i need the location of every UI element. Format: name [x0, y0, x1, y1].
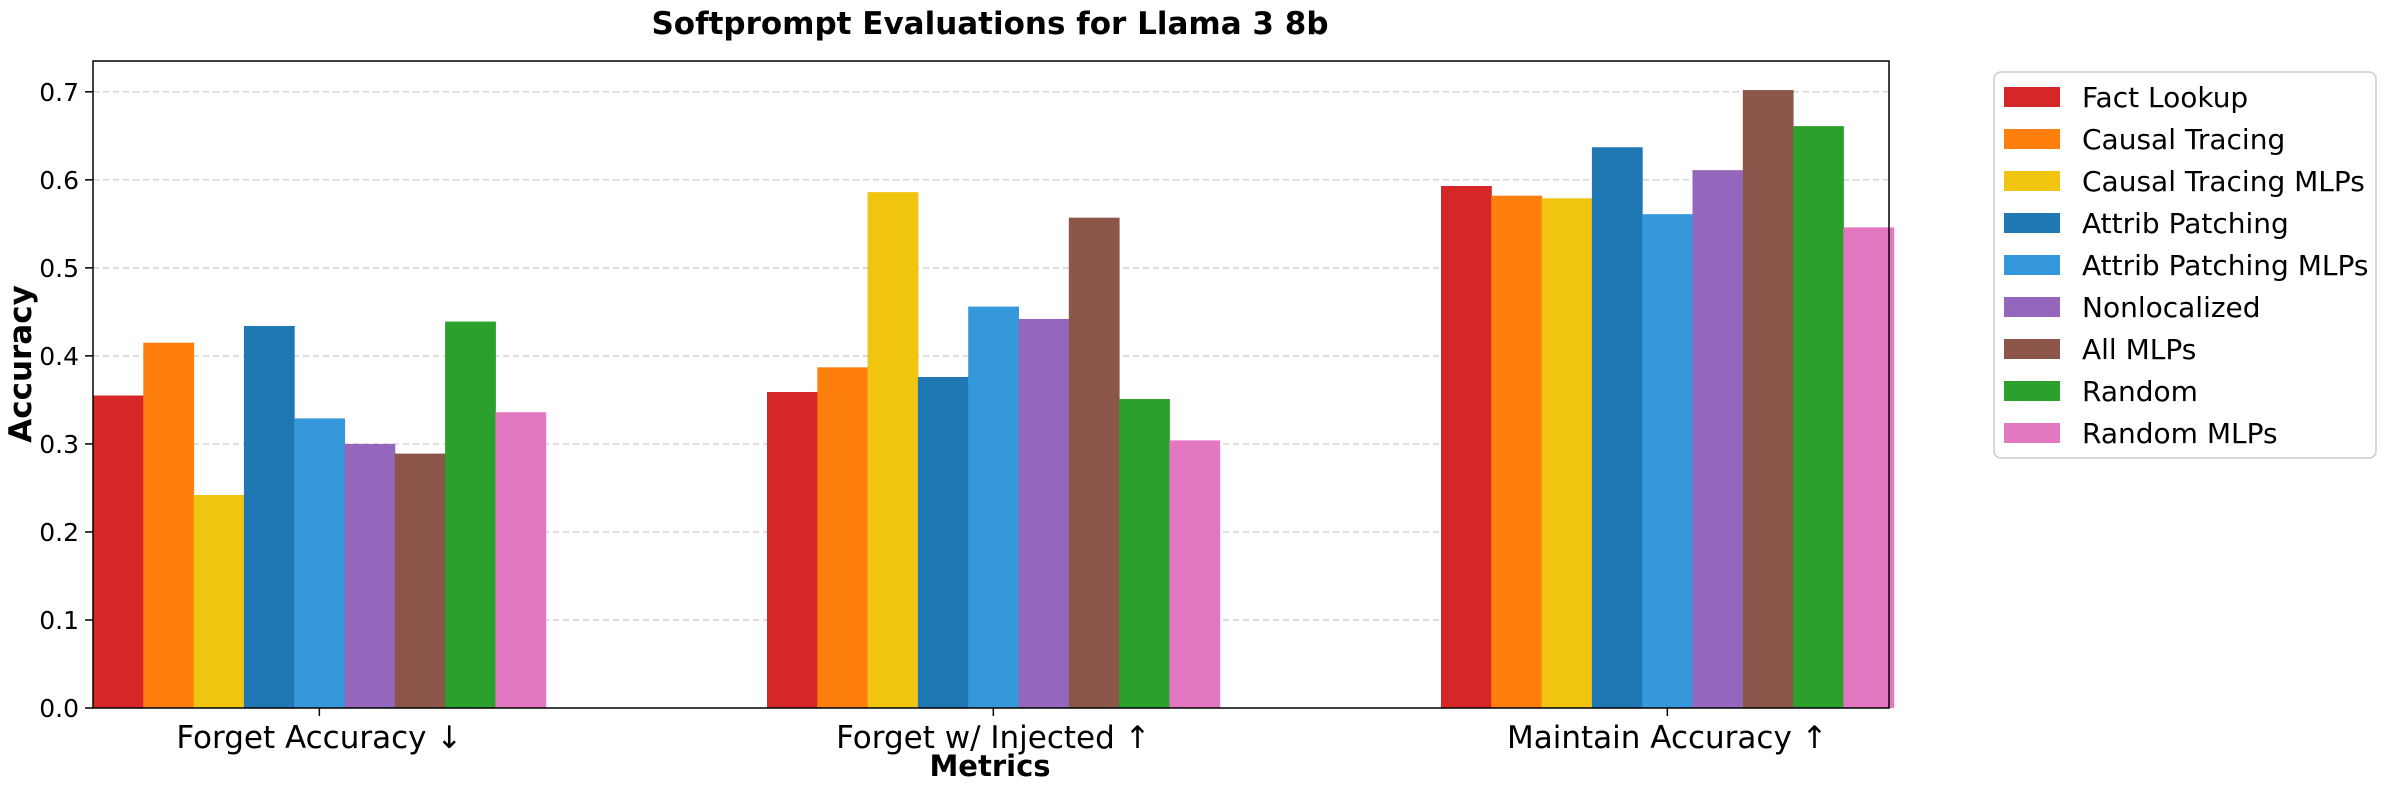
- y-tick-label: 0.4: [39, 342, 79, 371]
- legend-box: [1993, 71, 2377, 459]
- y-tick-label: 0.7: [39, 78, 79, 107]
- bar: [344, 443, 396, 708]
- legend-swatch: [2004, 423, 2060, 443]
- legend-swatch: [2004, 297, 2060, 317]
- bar: [1793, 126, 1844, 708]
- legend-label: Causal Tracing: [2082, 123, 2285, 156]
- legend-label: All MLPs: [2082, 333, 2196, 366]
- x-axis-ticks: Forget Accuracy ↓ Forget w/ Injected ↑ Mai…: [176, 708, 1828, 756]
- x-tick-label: Maintain Accuracy ↑: [1507, 720, 1828, 756]
- legend-swatch: [2004, 129, 2060, 149]
- legend-label: Random MLPs: [2082, 417, 2278, 450]
- legend-label: Attrib Patching MLPs: [2082, 249, 2368, 282]
- y-axis-label: Accuracy: [3, 285, 39, 443]
- bar: [1742, 90, 1794, 709]
- bar: [1541, 198, 1593, 708]
- legend-swatch: [2004, 87, 2060, 107]
- x-tick-label: Forget Accuracy ↓: [176, 720, 462, 756]
- bar: [143, 342, 195, 708]
- bar: [243, 325, 295, 708]
- legend-label: Nonlocalized: [2082, 291, 2261, 324]
- bar: [1692, 170, 1744, 708]
- y-tick-label: 0.2: [39, 518, 79, 547]
- bar: [1843, 227, 1895, 708]
- bar: [93, 395, 144, 708]
- bar: [767, 391, 818, 708]
- legend-swatch: [2004, 171, 2060, 191]
- bar: [968, 306, 1019, 708]
- bar: [193, 494, 245, 708]
- bar: [495, 412, 547, 708]
- bar: [1119, 399, 1170, 708]
- y-tick-label: 0.1: [39, 606, 79, 635]
- bar: [1068, 217, 1120, 709]
- x-tick-label: Forget w/ Injected ↑: [836, 720, 1151, 756]
- y-tick-label: 0.3: [39, 430, 79, 459]
- legend-swatch: [2004, 255, 2060, 275]
- bar: [1441, 185, 1492, 708]
- bar: [294, 418, 345, 708]
- legend-swatch: [2004, 213, 2060, 233]
- bar: [1169, 440, 1221, 708]
- bar: [817, 367, 869, 708]
- x-axis-label: Metrics: [929, 749, 1050, 783]
- bar: [867, 192, 919, 709]
- bar: [394, 453, 446, 708]
- legend-label: Random: [2082, 375, 2198, 408]
- legend-swatch: [2004, 381, 2060, 401]
- legend: Fact Lookup Causal Tracing Causal Tracing …: [1993, 71, 2377, 459]
- legend-label: Causal Tracing MLPs: [2082, 165, 2365, 198]
- legend-label: Fact Lookup: [2082, 81, 2248, 114]
- y-axis-ticks: 0.0 0.1 0.2 0.3 0.4 0.5 0.6 0.7: [39, 78, 93, 723]
- plot-frame: [92, 60, 1890, 709]
- legend-label: Attrib Patching: [2082, 207, 2289, 240]
- chart-title: Softprompt Evaluations for Llama 3 8b: [651, 6, 1328, 42]
- bar: [1591, 147, 1643, 708]
- y-tick-label: 0.0: [39, 694, 79, 723]
- y-tick-label: 0.6: [39, 166, 79, 195]
- bars: [93, 90, 1895, 709]
- bar: [1018, 318, 1070, 708]
- bar: [445, 321, 496, 708]
- bar: [917, 377, 969, 708]
- y-tick-label: 0.5: [39, 254, 79, 283]
- bar: [1642, 214, 1693, 708]
- legend-swatch: [2004, 339, 2060, 359]
- bar: [1491, 195, 1543, 708]
